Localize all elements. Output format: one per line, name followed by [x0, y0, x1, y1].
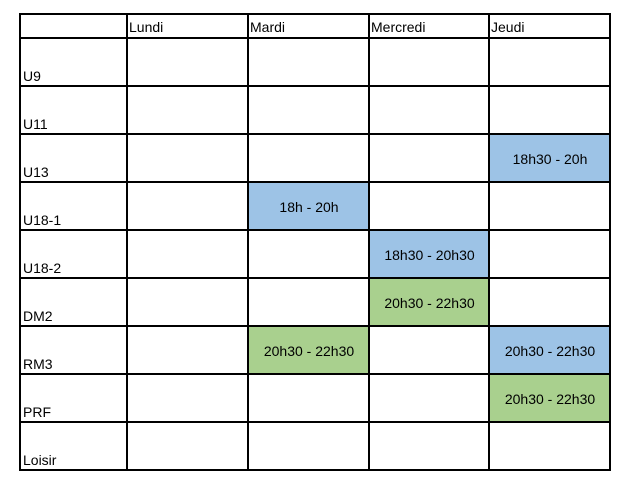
column-header: Mercredi [371, 19, 426, 35]
grid-line [19, 181, 611, 183]
row-label: Loisir [23, 452, 57, 468]
grid-line [609, 13, 611, 471]
time-slot: 20h30 - 22h30 [249, 327, 369, 374]
grid-line [19, 373, 611, 375]
row-label: U18-1 [23, 212, 62, 228]
grid-line [247, 13, 249, 471]
row-label: U11 [23, 116, 48, 132]
row-label: RM3 [23, 356, 53, 372]
grid-line [19, 133, 611, 135]
column-header: Jeudi [491, 19, 525, 35]
grid-line [19, 229, 611, 231]
grid-line [19, 13, 21, 471]
grid-line [19, 325, 611, 327]
time-slot: 20h30 - 22h30 [370, 279, 489, 326]
grid-line [19, 421, 611, 423]
time-slot: 18h30 - 20h30 [370, 231, 489, 278]
grid-line [19, 37, 611, 39]
grid-line [19, 13, 611, 15]
row-label: DM2 [23, 308, 53, 324]
grid-line [488, 13, 490, 471]
time-slot: 20h30 - 22h30 [490, 327, 610, 374]
row-label: U18-2 [23, 260, 62, 276]
time-slot: 18h30 - 20h [490, 135, 610, 182]
row-label: U13 [23, 164, 49, 180]
grid-line [19, 277, 611, 279]
grid-line [19, 469, 611, 471]
column-header: Mardi [250, 19, 286, 35]
time-slot: 20h30 - 22h30 [490, 375, 610, 422]
grid-line [368, 13, 370, 471]
row-label: U9 [23, 68, 41, 84]
time-slot: 18h - 20h [249, 183, 369, 230]
grid-line [126, 13, 128, 471]
grid-line [19, 85, 611, 87]
column-header: Lundi [129, 19, 164, 35]
row-label: PRF [23, 404, 51, 420]
